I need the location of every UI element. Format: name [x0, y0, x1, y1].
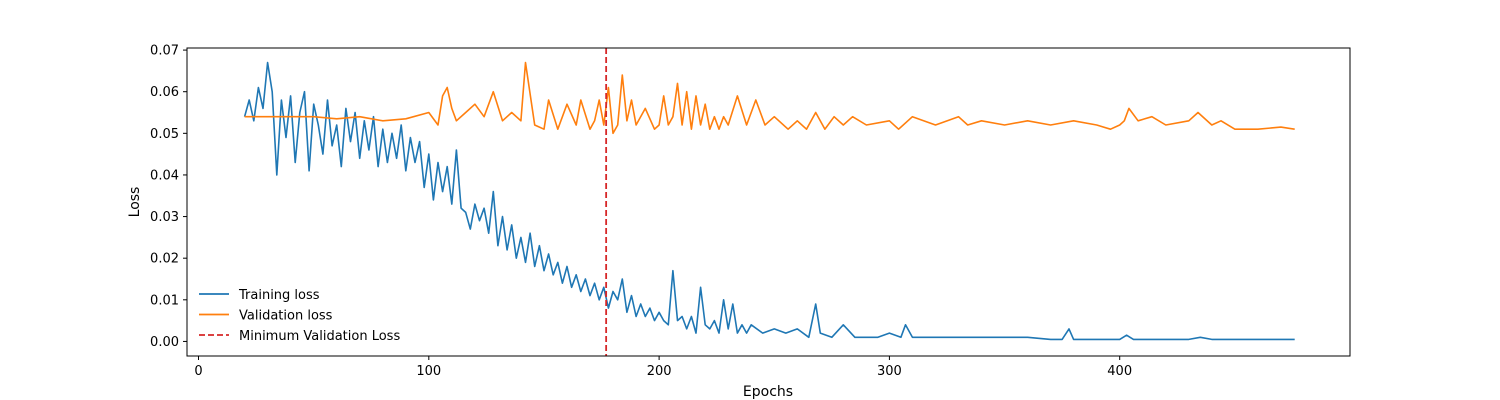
y-tick-label: 0.07 — [150, 44, 179, 59]
y-axis: 0.00 0.01 0.02 0.03 0.04 0.05 0.06 0.07 — [150, 44, 187, 350]
x-tick-label: 0 — [194, 364, 202, 379]
y-tick-label: 0.05 — [150, 127, 179, 142]
plot-area — [243, 48, 1295, 356]
y-tick-label: 0.01 — [150, 293, 179, 308]
legend: Training loss Validation loss Minimum Vali… — [199, 288, 400, 344]
y-tick-label: 0.04 — [150, 168, 179, 183]
y-tick-label: 0.06 — [150, 85, 179, 100]
x-tick-label: 300 — [877, 364, 902, 379]
y-tick-label: 0.02 — [150, 252, 179, 267]
y-tick-label: 0.03 — [150, 210, 179, 225]
legend-label: Minimum Validation Loss — [239, 329, 400, 344]
legend-label: Validation loss — [239, 309, 333, 324]
y-tick-label: 0.00 — [150, 335, 179, 350]
x-axis: 0 100 200 300 400 — [194, 356, 1132, 379]
x-tick-label: 100 — [416, 364, 441, 379]
x-tick-label: 200 — [647, 364, 672, 379]
x-axis-title: Epochs — [743, 384, 793, 400]
series-line-validation-loss — [244, 61, 1295, 135]
series-line-training-loss — [243, 61, 1295, 341]
plot-frame — [186, 47, 1351, 357]
y-axis-title: Loss — [127, 187, 143, 218]
x-tick-label: 400 — [1107, 364, 1132, 379]
legend-label: Training loss — [238, 288, 320, 303]
